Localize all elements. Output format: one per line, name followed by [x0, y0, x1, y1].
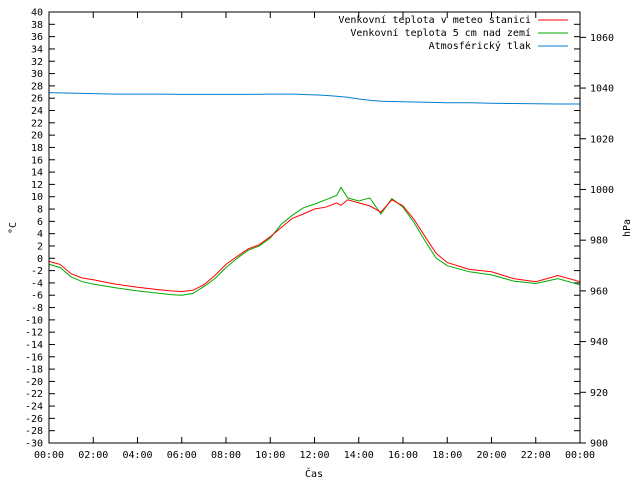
x-tick-label: 12:00	[299, 450, 329, 461]
x-tick-label: 20:00	[476, 450, 506, 461]
series-line-2	[48, 92, 580, 105]
x-tick-label: 10:00	[255, 450, 285, 461]
left-tick-label: -6	[31, 291, 43, 302]
x-tick-label: 22:00	[521, 450, 551, 461]
left-tick-label: 2	[37, 241, 43, 252]
left-tick-label: 26	[31, 94, 43, 105]
x-tick-label: 08:00	[211, 450, 241, 461]
left-tick-label: 36	[31, 32, 43, 43]
left-tick-label: -18	[25, 365, 43, 376]
left-tick-label: -26	[25, 414, 43, 425]
left-tick-label: -30	[25, 439, 43, 450]
legend-label-outdoor-temp: Venkovní teplota v meteo stanici	[338, 14, 531, 26]
x-tick-label: 00:00	[565, 450, 595, 461]
right-tick-label: 1000	[590, 185, 614, 196]
left-tick-label: 24	[31, 106, 43, 117]
right-tick-label: 1020	[590, 134, 614, 145]
right-tick-label: 980	[590, 236, 608, 247]
left-tick-label: -24	[25, 402, 43, 413]
x-tick-label: 06:00	[167, 450, 197, 461]
left-tick-label: -12	[25, 328, 43, 339]
x-tick-label: 04:00	[122, 450, 152, 461]
left-tick-label: 32	[31, 57, 43, 68]
right-tick-label: 1040	[590, 84, 614, 95]
left-tick-label: -16	[25, 352, 43, 363]
right-axis: 1060 1040 1020 1000 980 960 940 920 900	[580, 33, 614, 450]
left-tick-label: 14	[31, 168, 43, 179]
left-tick-label: 12	[31, 180, 43, 191]
left-tick-label: -4	[31, 278, 43, 289]
left-axis-title: °C	[8, 222, 19, 234]
left-tick-label: 30	[31, 69, 43, 80]
left-tick-label: 0	[37, 254, 43, 265]
left-tick-label: 6	[37, 217, 43, 228]
left-axis: 4038363432302826242220181614121086420-2-…	[25, 8, 580, 450]
left-tick-label: 18	[31, 143, 43, 154]
x-tick-label: 02:00	[78, 450, 108, 461]
left-tick-label: 4	[37, 229, 43, 240]
left-tick-label: -14	[25, 340, 43, 351]
legend: Venkovní teplota v meteo stanici Venkovn…	[338, 14, 568, 52]
x-axis-title: Čas	[305, 467, 323, 480]
series-lines	[48, 92, 581, 296]
left-tick-label: 22	[31, 118, 43, 129]
left-tick-label: -28	[25, 426, 43, 437]
left-tick-label: 10	[31, 192, 43, 203]
x-tick-label: 16:00	[388, 450, 418, 461]
left-tick-label: 28	[31, 81, 43, 92]
x-tick-label: 14:00	[344, 450, 374, 461]
right-tick-label: 1060	[590, 33, 614, 44]
left-tick-label: -10	[25, 315, 43, 326]
x-tick-label: 18:00	[432, 450, 462, 461]
plot-frame	[48, 11, 581, 444]
left-tick-label: 34	[31, 44, 43, 55]
left-tick-label: -2	[31, 266, 43, 277]
x-axis: 00:00 02:00 04:00 06:00 08:00 10:00 12:00 14:00…	[34, 12, 595, 461]
right-tick-label: 940	[590, 337, 608, 348]
left-tick-label: 16	[31, 155, 43, 166]
legend-label-ground-temp: Venkovní teplota 5 cm nad zemí	[350, 27, 531, 39]
right-tick-label: 920	[590, 388, 608, 399]
left-tick-label: -22	[25, 389, 43, 400]
right-tick-label: 900	[590, 439, 608, 450]
right-tick-label: 960	[590, 286, 608, 297]
left-tick-label: 40	[31, 8, 43, 19]
x-tick-label: 00:00	[34, 450, 64, 461]
right-axis-title: hPa	[622, 219, 633, 237]
left-tick-label: 38	[31, 20, 43, 31]
left-tick-label: -20	[25, 377, 43, 388]
left-tick-label: 20	[31, 131, 43, 142]
series-line-0	[48, 199, 581, 293]
series-line-1	[48, 186, 581, 296]
left-tick-label: 8	[37, 205, 43, 216]
legend-label-pressure: Atmosférický tlak	[429, 40, 531, 52]
left-tick-label: -8	[31, 303, 43, 314]
